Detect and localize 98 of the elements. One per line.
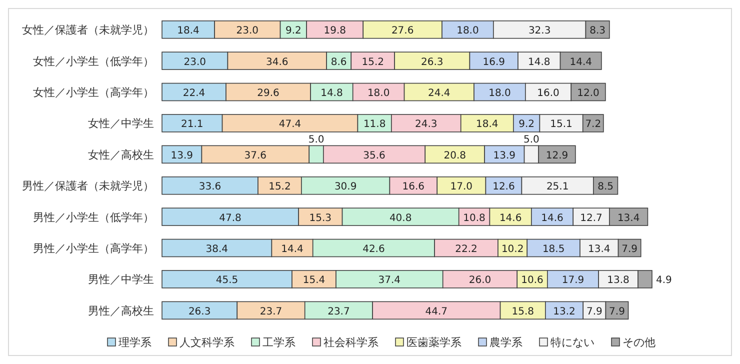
data-label: 14.4 xyxy=(570,56,592,68)
data-label: 14.6 xyxy=(541,212,564,224)
data-label: 23.7 xyxy=(328,306,350,318)
data-label: 14.6 xyxy=(499,212,522,224)
data-label: 23.0 xyxy=(236,26,259,37)
data-label: 5.0 xyxy=(523,134,540,146)
data-label: 14.8 xyxy=(320,88,343,99)
y-tick-label: 女性／中学生 xyxy=(88,117,154,130)
legend-label: 医歯薬学系 xyxy=(406,336,462,349)
data-label: 23.0 xyxy=(184,56,206,68)
data-label: 15.3 xyxy=(309,212,332,224)
data-label: 12.0 xyxy=(577,88,600,99)
data-label: 33.6 xyxy=(198,182,222,193)
legend-label: 農学系 xyxy=(490,336,522,349)
y-tick-label: 男性／保護者（未就学児） xyxy=(22,180,154,193)
data-label: 15.2 xyxy=(268,182,291,193)
data-label: 13.4 xyxy=(588,244,610,255)
data-label: 7.9 xyxy=(622,244,638,255)
data-label: 24.4 xyxy=(428,88,450,99)
data-label: 47.4 xyxy=(278,119,302,130)
data-label: 19.8 xyxy=(324,26,346,37)
data-label: 13.8 xyxy=(607,275,630,286)
y-tick-label: 男性／中学生 xyxy=(88,273,154,286)
data-label: 37.4 xyxy=(378,275,401,286)
data-label: 18.0 xyxy=(456,26,479,37)
data-label: 20.8 xyxy=(444,150,466,162)
y-tick-label: 男性／小学生（低学年） xyxy=(33,210,154,224)
data-label: 9.2 xyxy=(518,119,535,130)
data-label: 26.0 xyxy=(468,275,492,286)
data-label: 10.6 xyxy=(521,275,544,286)
y-tick-label: 男性／高校生 xyxy=(88,304,154,318)
data-label: 45.5 xyxy=(216,275,238,286)
data-label: 13.9 xyxy=(493,150,516,162)
legend-label: 人文科学系 xyxy=(180,336,234,349)
legend-label: 理学系 xyxy=(118,336,152,349)
legend-label: 社会科学系 xyxy=(324,336,378,349)
data-label: 44.7 xyxy=(425,306,448,318)
data-label: 18.4 xyxy=(177,26,200,37)
data-label: 16.0 xyxy=(537,88,560,99)
data-label: 15.8 xyxy=(512,306,534,318)
data-label: 8.5 xyxy=(598,182,614,193)
data-label: 12.6 xyxy=(492,182,515,193)
y-tick-label: 女性／保護者（未就学児） xyxy=(22,24,154,37)
data-label: 14.4 xyxy=(281,244,304,255)
data-label: 18.0 xyxy=(488,88,511,99)
data-label: 11.8 xyxy=(363,119,386,130)
data-label: 27.6 xyxy=(391,26,414,37)
data-label: 17.0 xyxy=(450,182,473,193)
data-label: 26.3 xyxy=(188,306,211,318)
data-label: 10.8 xyxy=(463,212,486,224)
data-label: 38.4 xyxy=(206,244,228,255)
data-label: 10.2 xyxy=(501,244,524,255)
data-label: 9.2 xyxy=(285,26,302,37)
data-label: 14.8 xyxy=(528,56,550,68)
data-label: 5.0 xyxy=(308,134,324,146)
data-label: 21.1 xyxy=(181,119,204,130)
data-label: 7.9 xyxy=(609,306,625,318)
data-label: 13.4 xyxy=(617,212,640,224)
legend-label: その他 xyxy=(622,336,656,349)
data-label: 30.9 xyxy=(334,182,357,193)
data-label: 4.9 xyxy=(656,275,672,286)
data-label: 7.9 xyxy=(586,306,602,318)
data-label: 26.3 xyxy=(421,56,444,68)
data-label: 23.7 xyxy=(260,306,282,318)
legend-label: 特にない xyxy=(550,336,594,349)
data-label: 40.8 xyxy=(389,212,412,224)
data-label: 34.6 xyxy=(266,56,288,68)
data-label: 37.6 xyxy=(244,150,267,162)
data-label: 12.7 xyxy=(580,212,602,224)
y-tick-label: 男性／小学生（高学年） xyxy=(33,242,154,255)
y-tick-label: 女性／小学生（高学年） xyxy=(33,86,154,99)
data-label: 18.0 xyxy=(367,88,390,99)
data-label: 22.2 xyxy=(455,244,478,255)
data-label: 15.1 xyxy=(550,119,572,130)
data-label: 18.5 xyxy=(542,244,565,255)
data-label: 42.6 xyxy=(362,244,385,255)
data-label: 29.6 xyxy=(257,88,280,99)
data-label: 12.9 xyxy=(546,150,568,162)
data-label: 25.1 xyxy=(546,182,569,193)
data-label: 16.6 xyxy=(402,182,425,193)
legend-label: 工学系 xyxy=(262,336,296,349)
data-label: 8.6 xyxy=(330,56,347,68)
data-label: 22.4 xyxy=(182,88,206,99)
data-label: 15.2 xyxy=(362,56,384,68)
data-label: 13.9 xyxy=(170,150,193,162)
y-tick-label: 女性／小学生（低学年） xyxy=(33,54,154,68)
data-label: 13.2 xyxy=(553,306,576,318)
data-label: 18.4 xyxy=(476,119,498,130)
data-label: 7.2 xyxy=(585,119,602,130)
data-label: 24.3 xyxy=(415,119,438,130)
data-label: 8.3 xyxy=(590,26,606,37)
data-label: 47.8 xyxy=(219,212,242,224)
y-tick-label: 女性／高校生 xyxy=(88,148,154,162)
data-label: 16.9 xyxy=(482,56,505,68)
data-label: 32.3 xyxy=(528,26,551,37)
data-label: 35.6 xyxy=(363,150,386,162)
data-label: 15.4 xyxy=(302,275,326,286)
data-label: 17.9 xyxy=(562,275,584,286)
